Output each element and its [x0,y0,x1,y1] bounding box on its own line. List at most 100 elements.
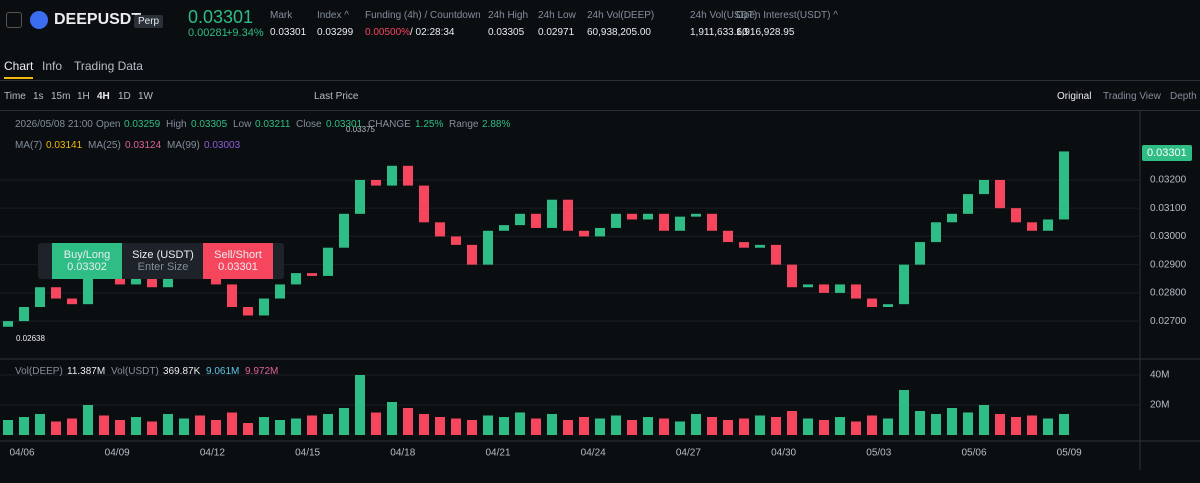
volume-bar [323,414,333,435]
price-type[interactable]: Last Price [314,91,359,102]
x-tick-label: 04/21 [485,448,510,459]
volume-bar [227,412,237,435]
interval[interactable]: 1D [118,91,131,102]
volume-bar [35,414,45,435]
candle-body [595,227,605,237]
volume-bar [339,408,349,435]
candle-body [387,165,397,186]
candle-body [51,287,61,299]
candle-body [723,230,733,243]
buy-label: Buy/Long [63,249,111,261]
candle-body [1059,151,1069,220]
legend-value: 11.387M [67,366,106,377]
legend-value: 0.03124 [125,140,162,151]
candle-body [547,199,557,228]
change-pct: +9.34% [226,27,264,39]
star-icon[interactable] [6,12,22,28]
badge: Perp [134,15,164,28]
x-tick-label: 05/06 [961,448,986,459]
x-tick-label: 04/15 [295,448,320,459]
candle-body [403,165,413,186]
y-tick-label: 0.03100 [1150,203,1187,214]
legend-value: 0.03305 [191,119,228,130]
interval[interactable]: 15m [51,91,71,102]
volume-bar [259,417,269,435]
volume-bar [435,417,445,435]
stat-value: 0.02971 [538,27,575,38]
stat-value: 0.03305 [488,27,525,38]
volume-bar [147,421,157,435]
view[interactable]: Depth [1170,91,1197,102]
volume-bar [771,417,781,435]
candle-body [739,242,749,248]
x-tick-label: 05/03 [866,448,891,459]
stat-label: Funding (4h) / Countdown [365,10,481,21]
candle-body [835,284,845,293]
interval[interactable]: Time [4,91,26,102]
tab[interactable]: Trading Data [74,59,143,73]
candle-body [531,213,541,228]
volume-bar [851,421,861,435]
symbol[interactable]: DEEPUSDT [54,11,142,28]
candle-body [67,298,77,305]
view[interactable]: Original [1057,91,1092,102]
volume-bar [899,390,909,435]
candle-body [147,278,157,288]
candle-body [995,179,1005,209]
volume-bar [979,405,989,435]
sell-label: Sell/Short [214,249,262,261]
candle-body [899,264,909,305]
candle-body [451,236,461,245]
interval[interactable]: 1s [33,91,44,102]
candle-body [819,284,829,293]
x-tick-label: 04/27 [676,448,701,459]
legend-label: MA(25) [88,140,121,151]
volume-bar [1027,415,1037,435]
sell-button[interactable]: Sell/Short 0.03301 [203,243,273,279]
stat-value: 0.00500% [365,27,411,38]
volume-bar [1043,418,1053,435]
view[interactable]: Trading View [1103,91,1161,102]
candle-body [243,307,253,316]
legend-label: CHANGE [368,119,411,130]
candle-body [883,304,893,307]
volume-bar [707,417,717,435]
stat-extra: / 02:28:34 [410,27,455,38]
volume-bar [931,414,941,435]
volume-bar [579,417,589,435]
volume-bar [995,414,1005,435]
legend-label: MA(7) [15,140,43,151]
x-tick-label: 05/09 [1057,448,1082,459]
volume-bar [915,411,925,435]
volume-bar [1059,414,1069,435]
low-marker: 0.02638 [16,334,45,343]
stat-label: Mark [270,10,293,21]
candle-body [515,213,525,226]
candle-body [467,244,477,265]
candle-body [771,244,781,265]
candle-body [291,273,301,285]
legend-label: Vol(DEEP) [15,366,63,377]
y-tick-label: 0.03000 [1150,231,1187,242]
y-tick-label: 0.02700 [1150,316,1187,327]
buy-button[interactable]: Buy/Long 0.03302 [52,243,122,279]
tab[interactable]: Chart [4,59,34,79]
interval[interactable]: 1W [138,91,153,102]
legend-value: 0.03301 [326,119,363,130]
y-tick-label: 0.02800 [1150,288,1187,299]
interval[interactable]: 1H [77,91,90,102]
volume-bar [19,417,29,435]
stat-label: 24h Low [538,10,576,21]
candle-body [419,185,429,223]
chart: 0.03200 0.03100 0.03000 0.02900 0.02800 0.027… [0,110,1200,470]
size-label: Size (USDT) [132,249,194,261]
interval[interactable]: 4H [97,91,110,102]
candle-body [979,179,989,195]
volume-bar [867,415,877,435]
tab[interactable]: Info [42,59,63,73]
volume-bar [115,420,125,435]
candle-body [931,222,941,243]
volume-bar [835,417,845,435]
size-field[interactable]: Size (USDT) Enter Size [124,243,202,273]
